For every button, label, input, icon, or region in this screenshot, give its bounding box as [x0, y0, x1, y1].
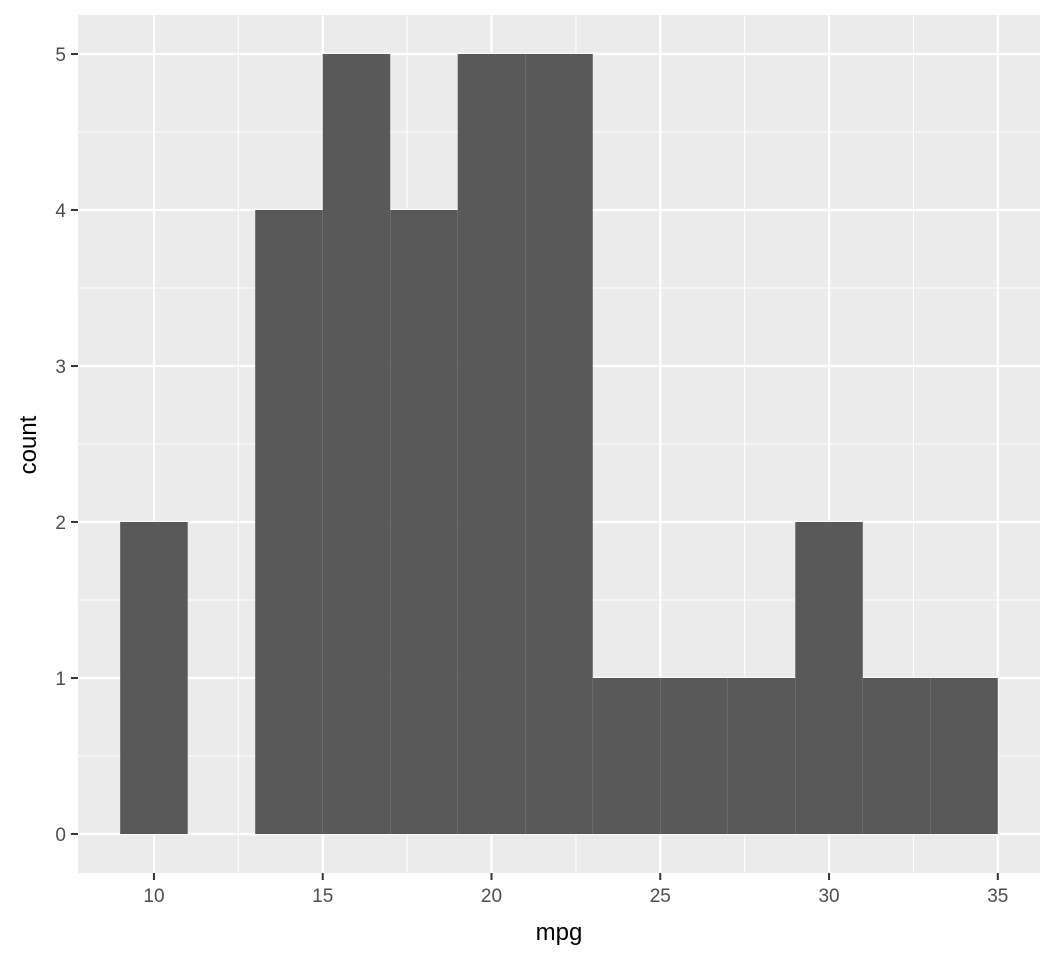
- histogram-bar: [457, 54, 526, 834]
- y-tick-label: 5: [55, 45, 66, 66]
- histogram-bar: [120, 522, 188, 834]
- histogram-bar: [525, 54, 593, 834]
- x-tick-label: 30: [818, 886, 839, 907]
- histogram-bar: [322, 54, 391, 834]
- x-axis-title: mpg: [536, 919, 583, 946]
- histogram-bar: [930, 678, 998, 834]
- axis-ticks: 10 15 20 25 30 35 0 1 2 3 4 5: [55, 45, 1008, 907]
- histogram-bar: [390, 210, 458, 834]
- histogram-bar: [660, 678, 728, 834]
- bars: [120, 54, 998, 834]
- y-tick-label: 2: [55, 513, 66, 534]
- histogram-bar: [795, 522, 863, 834]
- x-tick-label: 15: [312, 886, 333, 907]
- histogram-bar: [862, 678, 931, 834]
- histogram-bar: [727, 678, 796, 834]
- x-tick-label: 10: [143, 886, 164, 907]
- histogram-bar: [592, 678, 661, 834]
- x-tick-label: 25: [650, 886, 671, 907]
- x-tick-label: 20: [481, 886, 502, 907]
- y-tick-label: 1: [55, 669, 66, 690]
- histogram-bar: [255, 210, 323, 834]
- x-tick-label: 35: [987, 886, 1008, 907]
- y-tick-label: 4: [55, 201, 66, 222]
- y-axis-title: count: [15, 415, 42, 474]
- y-tick-label: 0: [55, 825, 66, 846]
- y-tick-label: 3: [55, 357, 66, 378]
